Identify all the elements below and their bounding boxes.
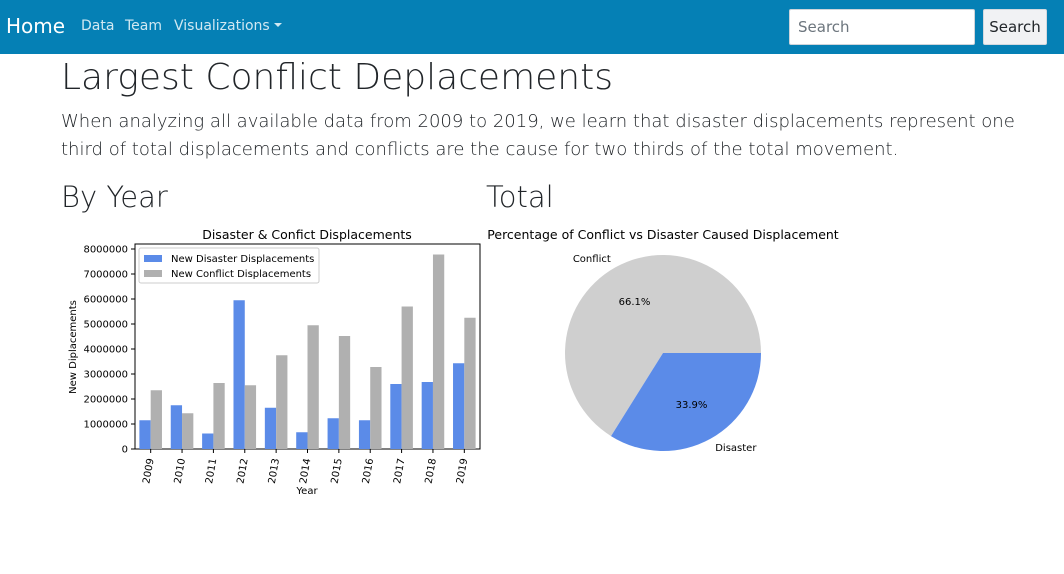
bar-conflict-2014 (307, 325, 319, 449)
nav-dropdown-label: Visualizations (174, 18, 270, 34)
bar-conflict-2011 (213, 383, 225, 449)
x-tick-label: 2013 (267, 458, 282, 485)
search-button[interactable]: Search (983, 9, 1047, 45)
pie-percent-conflict: 66.1% (619, 297, 651, 308)
pie-slice-disaster (611, 353, 761, 451)
bar-conflict-2015 (338, 336, 351, 449)
bar-conflict-2019 (464, 317, 476, 449)
bar-conflict-2010 (182, 413, 194, 449)
x-tick-label: 2018 (424, 458, 439, 485)
x-tick-label: 2009 (141, 458, 156, 485)
pie-slice-conflict (565, 255, 761, 437)
bar-disaster-2011 (202, 433, 214, 449)
x-tick-label: 2017 (392, 458, 407, 485)
legend-frame (138, 247, 320, 284)
y-tick-label: 5000000 (83, 320, 128, 331)
y-tick-label: 4000000 (83, 345, 128, 356)
bar-chart-xlabel: Year (295, 486, 318, 497)
caret-down-icon (273, 23, 282, 27)
y-tick-label: 1000000 (83, 420, 128, 431)
bar-conflict-2013 (276, 355, 288, 449)
x-tick-label: 2014 (298, 458, 313, 485)
bar-conflict-2016 (370, 367, 382, 449)
section-title-by-year: By Year (61, 180, 168, 214)
bar-disaster-2012 (233, 300, 245, 449)
search-input[interactable] (789, 9, 975, 45)
x-tick-label: 2016 (361, 458, 376, 485)
bar-conflict-2012 (244, 385, 257, 449)
bar-chart-ylabel: New Diplacements (68, 300, 79, 394)
section-title-total: Total (486, 180, 554, 214)
x-tick-label: 2011 (204, 458, 219, 485)
nav-link-team[interactable]: Team (125, 18, 163, 34)
legend-label-conflict: New Conflict Displacements (171, 269, 311, 280)
pie-label-disaster: Disaster (715, 443, 757, 454)
x-tick-label: 2019 (455, 458, 470, 485)
bar-chart-legend: New Disaster Displacements New Conflict … (138, 247, 320, 284)
page-title: Largest Conflict Deplacements (61, 57, 613, 98)
legend-swatch-conflict (144, 270, 162, 277)
bar-disaster-2017 (390, 384, 402, 449)
bar-conflict-2009 (150, 390, 162, 449)
bar-chart-title: Disaster & Confict Displacements (202, 227, 412, 242)
x-tick-label: 2015 (330, 458, 345, 485)
pie-chart-title: Percentage of Conflict vs Disaster Cause… (487, 227, 839, 242)
brand-home-link[interactable]: Home (6, 14, 66, 38)
legend-swatch-disaster (144, 255, 162, 262)
legend-label-disaster: New Disaster Displacements (171, 254, 314, 265)
bar-disaster-2015 (327, 418, 339, 449)
page-lead: When analyzing all available data from 2… (61, 111, 1015, 160)
bar-disaster-2010 (170, 405, 183, 449)
bar-disaster-2013 (264, 407, 277, 449)
navbar: Home Data Team Visualizations Search (0, 0, 1064, 54)
bar-chart: Disaster & Confict Displacements 0 100000… (68, 227, 481, 497)
y-tick-label: 7000000 (83, 270, 128, 281)
bar-conflict-2018 (432, 254, 445, 449)
pie-chart: Percentage of Conflict vs Disaster Cause… (487, 227, 839, 454)
nav-dropdown-visualizations[interactable]: Visualizations (174, 18, 282, 34)
y-tick-label: 0 (122, 445, 128, 456)
y-tick-label: 6000000 (83, 295, 128, 306)
bar-disaster-2009 (139, 420, 151, 449)
x-tick-label: 2010 (173, 458, 188, 485)
bar-conflict-2017 (401, 306, 413, 449)
y-tick-label: 2000000 (83, 395, 128, 406)
bar-disaster-2016 (358, 420, 371, 449)
nav-link-data[interactable]: Data (81, 18, 115, 34)
x-tick-label: 2012 (235, 458, 250, 485)
bar-disaster-2018 (421, 382, 433, 449)
pie-label-conflict: Conflict (573, 254, 611, 265)
y-tick-label: 8000000 (83, 245, 128, 256)
y-tick-label: 3000000 (83, 370, 128, 381)
bar-disaster-2014 (296, 432, 308, 449)
bar-disaster-2019 (453, 363, 465, 449)
pie-percent-disaster: 33.9% (676, 400, 708, 411)
